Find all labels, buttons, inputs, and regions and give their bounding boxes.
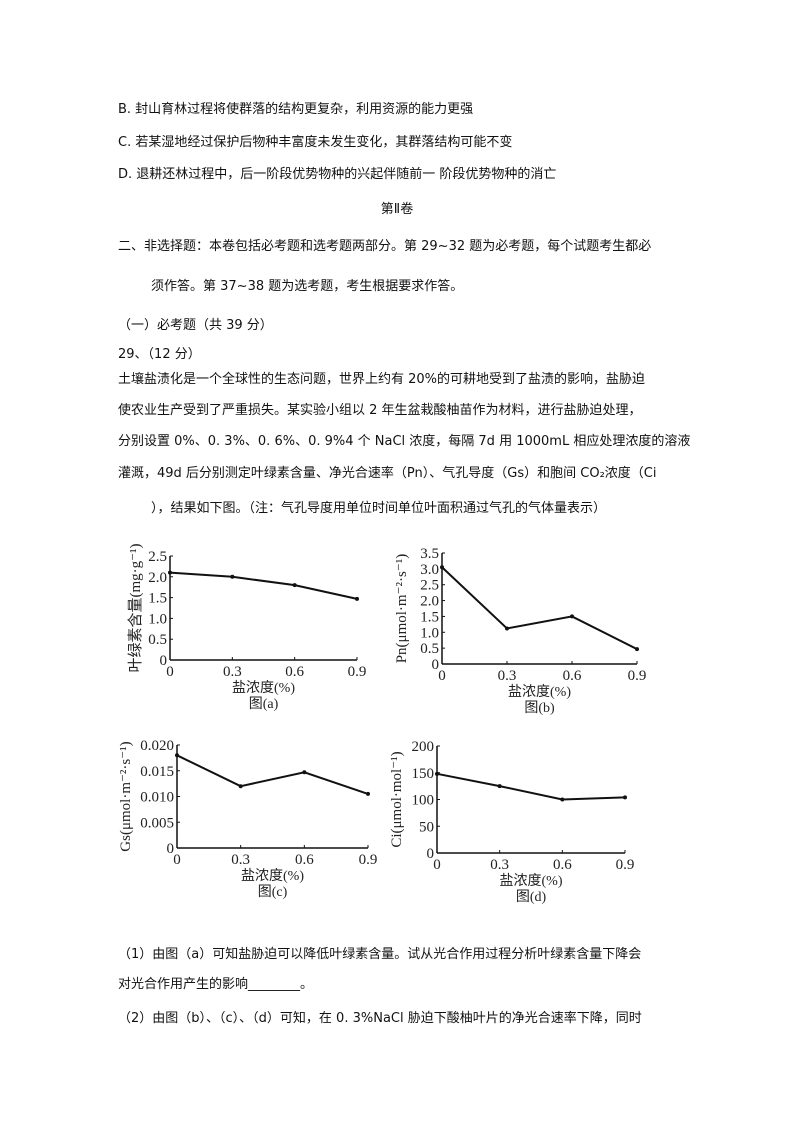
option-d: D. 退耕还林过程中，后一阶段优势物种的兴起伴随前一 阶段优势物种的消亡 [118,167,557,182]
y-tick-label: 2.0 [148,570,167,586]
x-tick-label: 0.6 [295,852,314,868]
chart-title: 图(c) [258,885,288,900]
y-tick-label: 3.5 [420,546,439,562]
question-text: 灌溉，49d 后分别测定叶绿素含量、净光合速率（Pn）、气孔导度（Gs）和胞间 … [118,466,657,481]
chart-title: 图(a) [249,697,279,712]
y-tick-label: 1.0 [420,625,439,641]
data-point [505,626,509,631]
question-text: 使农业生产受到了严重损失。某实验小组以 2 年生盆栽酸柚苗作为材料，进行盐胁迫处… [118,403,642,418]
x-tick-label: 0 [173,852,181,868]
data-point [623,795,627,800]
y-axis-label: 叶绿素含量(mg·g⁻¹) [127,543,144,672]
series-line [169,571,358,600]
x-tick-label: 0.6 [285,664,304,680]
data-point [302,770,307,775]
data-point [435,771,439,776]
required-heading: （一）必考题（共 39 分） [118,318,273,333]
y-axis-label: Gs(μmol·m⁻²·s⁻¹) [118,741,134,851]
data-point [238,784,243,789]
subquestion-1: （1）由图（a）可知盐胁迫可以降低叶绿素含量。试从光合作用过程分析叶绿素含量下降… [118,947,642,962]
y-tick-label: 0.015 [140,764,174,780]
data-point [230,574,235,579]
y-tick-label: 0 [432,657,440,673]
y-tick-label: 100 [412,793,435,809]
data-point [366,791,370,796]
part2-instructions: 二、非选择题：本卷包括必考题和选考题两部分。第 29~32 题为必考题，每个试题… [118,239,652,254]
data-point [560,797,565,802]
data-point [355,596,359,601]
y-tick-label: 0.005 [140,815,174,831]
x-tick-label: 0.6 [563,668,582,684]
y-tick-label: 2.0 [420,594,439,610]
y-tick-label: 50 [419,819,434,835]
chart-title: 图(d) [516,890,547,905]
x-tick-label: 0.3 [223,664,242,680]
data-point [440,565,444,570]
section-title: 第Ⅱ卷 [380,202,414,217]
x-tick-label: 0 [433,857,441,873]
data-point [497,784,502,789]
x-tick-label: 0 [166,664,174,680]
data-point [635,647,639,652]
y-tick-label: 0.5 [148,632,167,648]
question-text: 分别设置 0%、0. 3%、0. 6%、0. 9%4 个 NaCl 浓度，每隔 … [118,434,691,449]
x-axis-label: 盐浓度(%) [508,684,571,700]
option-b: B. 封山育林过程将使群落的结构更复杂，利用资源的能力更强 [118,102,474,117]
y-tick-label: 0.010 [140,790,174,806]
subquestion-2: （2）由图（b）、（c）、（d）可知，在 0. 3%NaCl 胁迫下酸柚叶片的净… [118,1011,642,1026]
y-tick-label: 2.5 [420,578,439,594]
question-text: ），结果如下图。（注：气孔导度用单位时间单位叶面积通过气孔的气体量表示） [151,501,607,516]
x-tick-label: 0.9 [348,664,367,680]
series-line [176,754,369,795]
series-line [436,772,626,801]
x-tick-label: 0.9 [628,668,647,684]
y-tick-label: 1.5 [148,591,167,607]
x-tick-label: 0.3 [498,668,517,684]
series-line [441,566,638,650]
x-axis-label: 盐浓度(%) [500,873,563,889]
y-tick-label: 0.5 [420,641,439,657]
x-axis-label: 盐浓度(%) [241,868,304,884]
y-tick-label: 0 [167,841,175,857]
chart-title: 图(b) [524,701,555,716]
y-tick-label: 0.020 [140,738,174,754]
y-tick-label: 1.5 [420,609,439,625]
y-tick-label: 150 [412,766,435,782]
y-tick-label: 2.5 [148,549,167,565]
data-point [168,570,172,575]
data-point [292,583,297,588]
x-axis-label: 盐浓度(%) [232,680,295,696]
y-tick-label: 200 [412,739,435,755]
y-tick-label: 0 [427,846,435,862]
subquestion-1-cont: 对光合作用产生的影响________。 [118,977,314,992]
x-tick-label: 0.9 [616,857,635,873]
x-tick-label: 0 [438,668,446,684]
option-c: C. 若某湿地经过保护后物种丰富度未发生变化，其群落结构可能不变 [118,135,513,150]
x-tick-label: 0.3 [231,852,250,868]
x-tick-label: 0.9 [359,852,378,868]
x-tick-label: 0.3 [490,857,509,873]
y-tick-label: 1.0 [148,611,167,627]
question-text: 土壤盐渍化是一个全球性的生态问题，世界上约有 20%的可耕地受到了盐渍的影响，盐… [118,372,646,387]
y-tick-label: 0 [160,653,168,669]
y-axis-label: Ci(μmol·mol⁻¹) [389,751,405,847]
y-axis-label: Pn(μmol·m⁻²·s⁻¹) [394,554,410,664]
data-point [175,753,179,758]
question-number: 29、（12 分） [118,347,201,362]
part2-instructions-cont: 须作答。第 37~38 题为选考题，考生根据要求作答。 [151,279,464,294]
x-tick-label: 0.6 [553,857,572,873]
y-tick-label: 3.0 [420,562,439,578]
data-point [570,614,574,619]
